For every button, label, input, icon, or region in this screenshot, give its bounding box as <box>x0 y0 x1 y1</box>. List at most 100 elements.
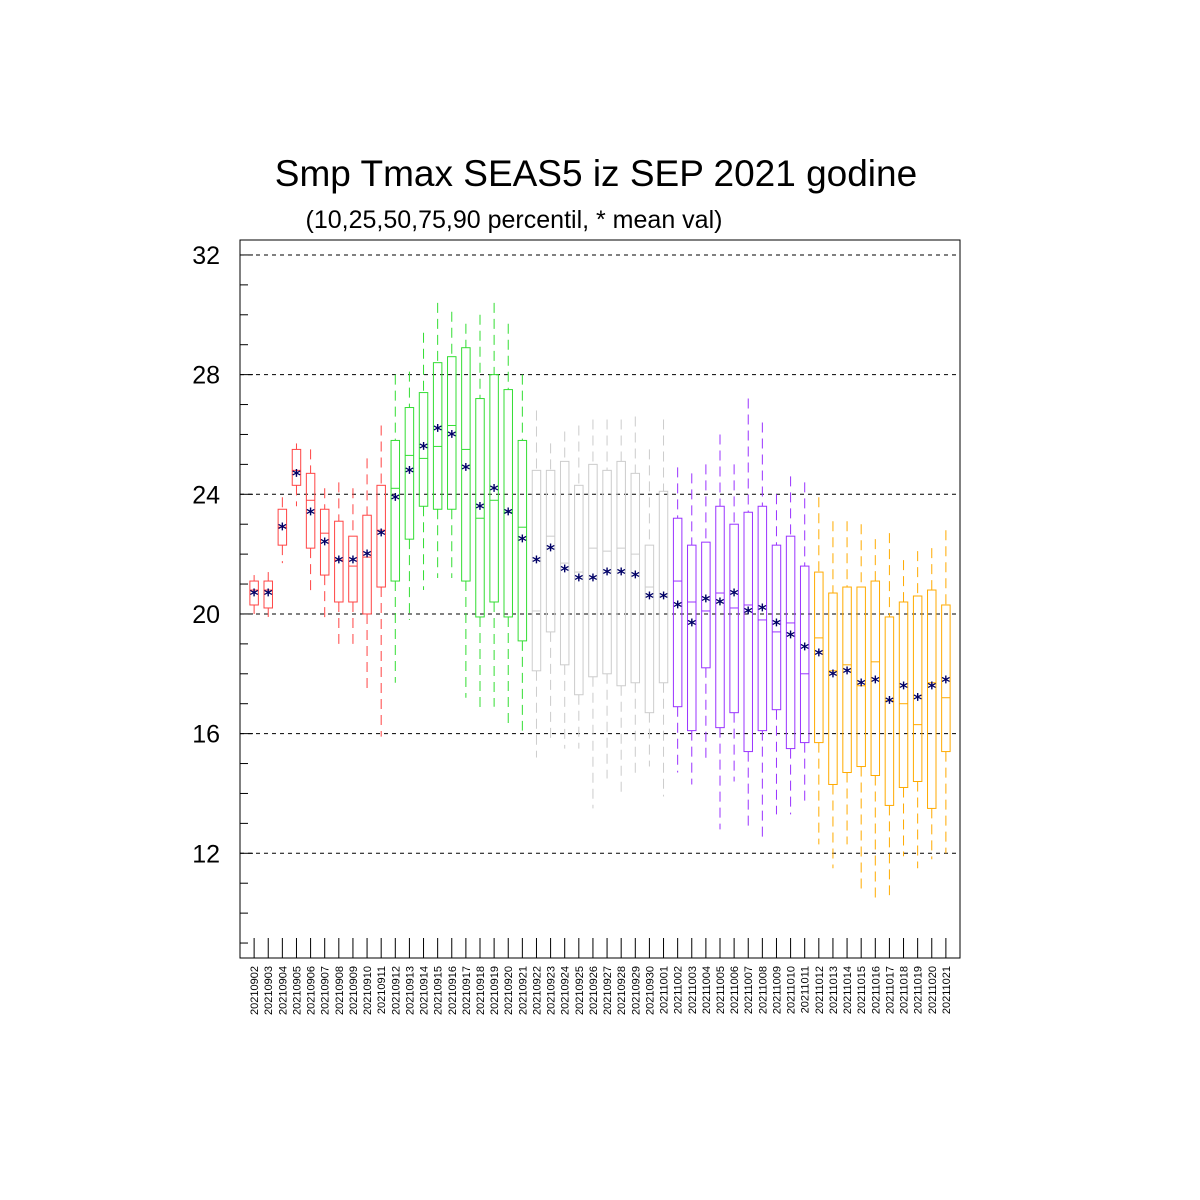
chart-subtitle: (10,25,50,75,90 percentil, * mean val) <box>306 206 723 234</box>
mean-marker: * <box>603 565 612 585</box>
mean-marker: * <box>645 589 654 609</box>
x-tick-label: 20210902 <box>249 966 261 1015</box>
x-tick-label: 20211016 <box>870 966 882 1014</box>
mean-marker: * <box>716 595 725 615</box>
mean-marker: * <box>617 565 626 585</box>
box-item <box>814 497 824 845</box>
y-tick-label: 12 <box>192 840 220 868</box>
x-tick-label: 20210904 <box>277 966 289 1015</box>
box-item <box>687 473 697 785</box>
iqr-box <box>447 356 457 510</box>
mean-marker: * <box>433 421 442 441</box>
box-item <box>404 371 415 620</box>
mean-marker: * <box>292 466 301 486</box>
x-tick-label: 20210930 <box>644 966 656 1015</box>
iqr-box <box>291 448 302 486</box>
mean-marker: * <box>843 664 852 684</box>
x-tick-label: 20210927 <box>602 966 614 1015</box>
mean-marker: * <box>800 640 809 660</box>
iqr-box <box>884 616 895 806</box>
x-tick-label: 20211017 <box>884 966 896 1014</box>
box-item <box>842 521 852 845</box>
box-item <box>503 323 513 725</box>
box-item <box>672 467 683 773</box>
mean-marker: * <box>913 691 922 711</box>
box-item <box>785 476 796 815</box>
iqr-box <box>574 484 584 696</box>
iqr-box <box>305 472 316 549</box>
box-item <box>461 323 471 698</box>
x-tick-label: 20211009 <box>771 966 783 1014</box>
mean-marker: * <box>828 667 837 687</box>
mean-marker: * <box>786 628 795 648</box>
y-tick-label: 16 <box>192 721 220 749</box>
iqr-box <box>856 586 866 768</box>
box-item <box>616 419 626 797</box>
box-item <box>305 449 316 594</box>
minor-ticks <box>240 284 248 944</box>
x-tick-label: 20210905 <box>291 966 303 1015</box>
iqr-box <box>461 347 471 582</box>
mean-marker: * <box>278 520 287 540</box>
iqr-box <box>743 511 753 753</box>
iqr-box <box>475 398 485 618</box>
mean-marker: * <box>814 646 823 666</box>
x-tick-label: 20211019 <box>913 966 925 1014</box>
iqr-box <box>644 544 655 714</box>
box-item <box>715 434 725 830</box>
iqr-box <box>630 472 641 684</box>
x-tick-label: 20211006 <box>729 966 741 1014</box>
boxes <box>249 302 951 902</box>
x-tick-label: 20210916 <box>447 966 459 1015</box>
x-tick-label: 20210919 <box>489 966 501 1015</box>
box-item <box>291 443 302 507</box>
iqr-box <box>319 508 330 576</box>
x-tick-label: 20211001 <box>659 966 671 1014</box>
mean-marker: * <box>490 481 499 501</box>
iqr-box <box>362 514 372 615</box>
box-item <box>319 488 330 620</box>
box-item <box>263 572 273 617</box>
iqr-box <box>912 595 923 782</box>
x-tick-label: 20210913 <box>404 966 416 1015</box>
box-item <box>588 419 598 809</box>
y-axis-ticks: 12 16 20 24 28 32 <box>192 242 253 868</box>
iqr-box <box>799 565 810 744</box>
box-item <box>545 443 556 740</box>
iqr-box <box>503 389 513 618</box>
iqr-box <box>376 484 386 588</box>
x-tick-label: 20211020 <box>927 966 939 1014</box>
box-item <box>531 410 542 758</box>
box-item <box>729 464 739 782</box>
iqr-box <box>404 407 415 540</box>
iqr-box <box>616 460 626 687</box>
x-tick-label: 20210917 <box>461 966 473 1015</box>
x-tick-label: 20211018 <box>899 966 911 1014</box>
x-tick-label: 20210924 <box>560 966 572 1015</box>
x-tick-label: 20211012 <box>814 966 826 1014</box>
box-item <box>475 314 485 710</box>
iqr-box <box>927 589 937 809</box>
iqr-box <box>263 580 273 609</box>
chart-title: Smp Tmax SEAS5 iz SEP 2021 godine <box>275 153 917 194</box>
box-item <box>249 575 259 614</box>
x-tick-label: 20210912 <box>390 966 402 1015</box>
x-tick-label: 20210918 <box>475 966 487 1015</box>
mean-marker: * <box>588 571 597 591</box>
mean-marker: * <box>631 568 640 588</box>
box-item <box>828 521 838 869</box>
mean-marker: * <box>701 592 710 612</box>
mean-marker: * <box>574 571 583 591</box>
y-tick-label: 28 <box>192 362 220 390</box>
box-item <box>884 533 895 896</box>
iqr-box <box>814 571 824 744</box>
mean-marker: * <box>687 616 696 636</box>
box-item <box>376 425 386 737</box>
mean-marker: * <box>476 499 485 519</box>
mean-marker: * <box>447 427 456 447</box>
box-item <box>757 422 768 839</box>
iqr-box <box>771 544 782 711</box>
mean-marker: * <box>941 673 950 693</box>
mean-marker: * <box>532 553 541 573</box>
